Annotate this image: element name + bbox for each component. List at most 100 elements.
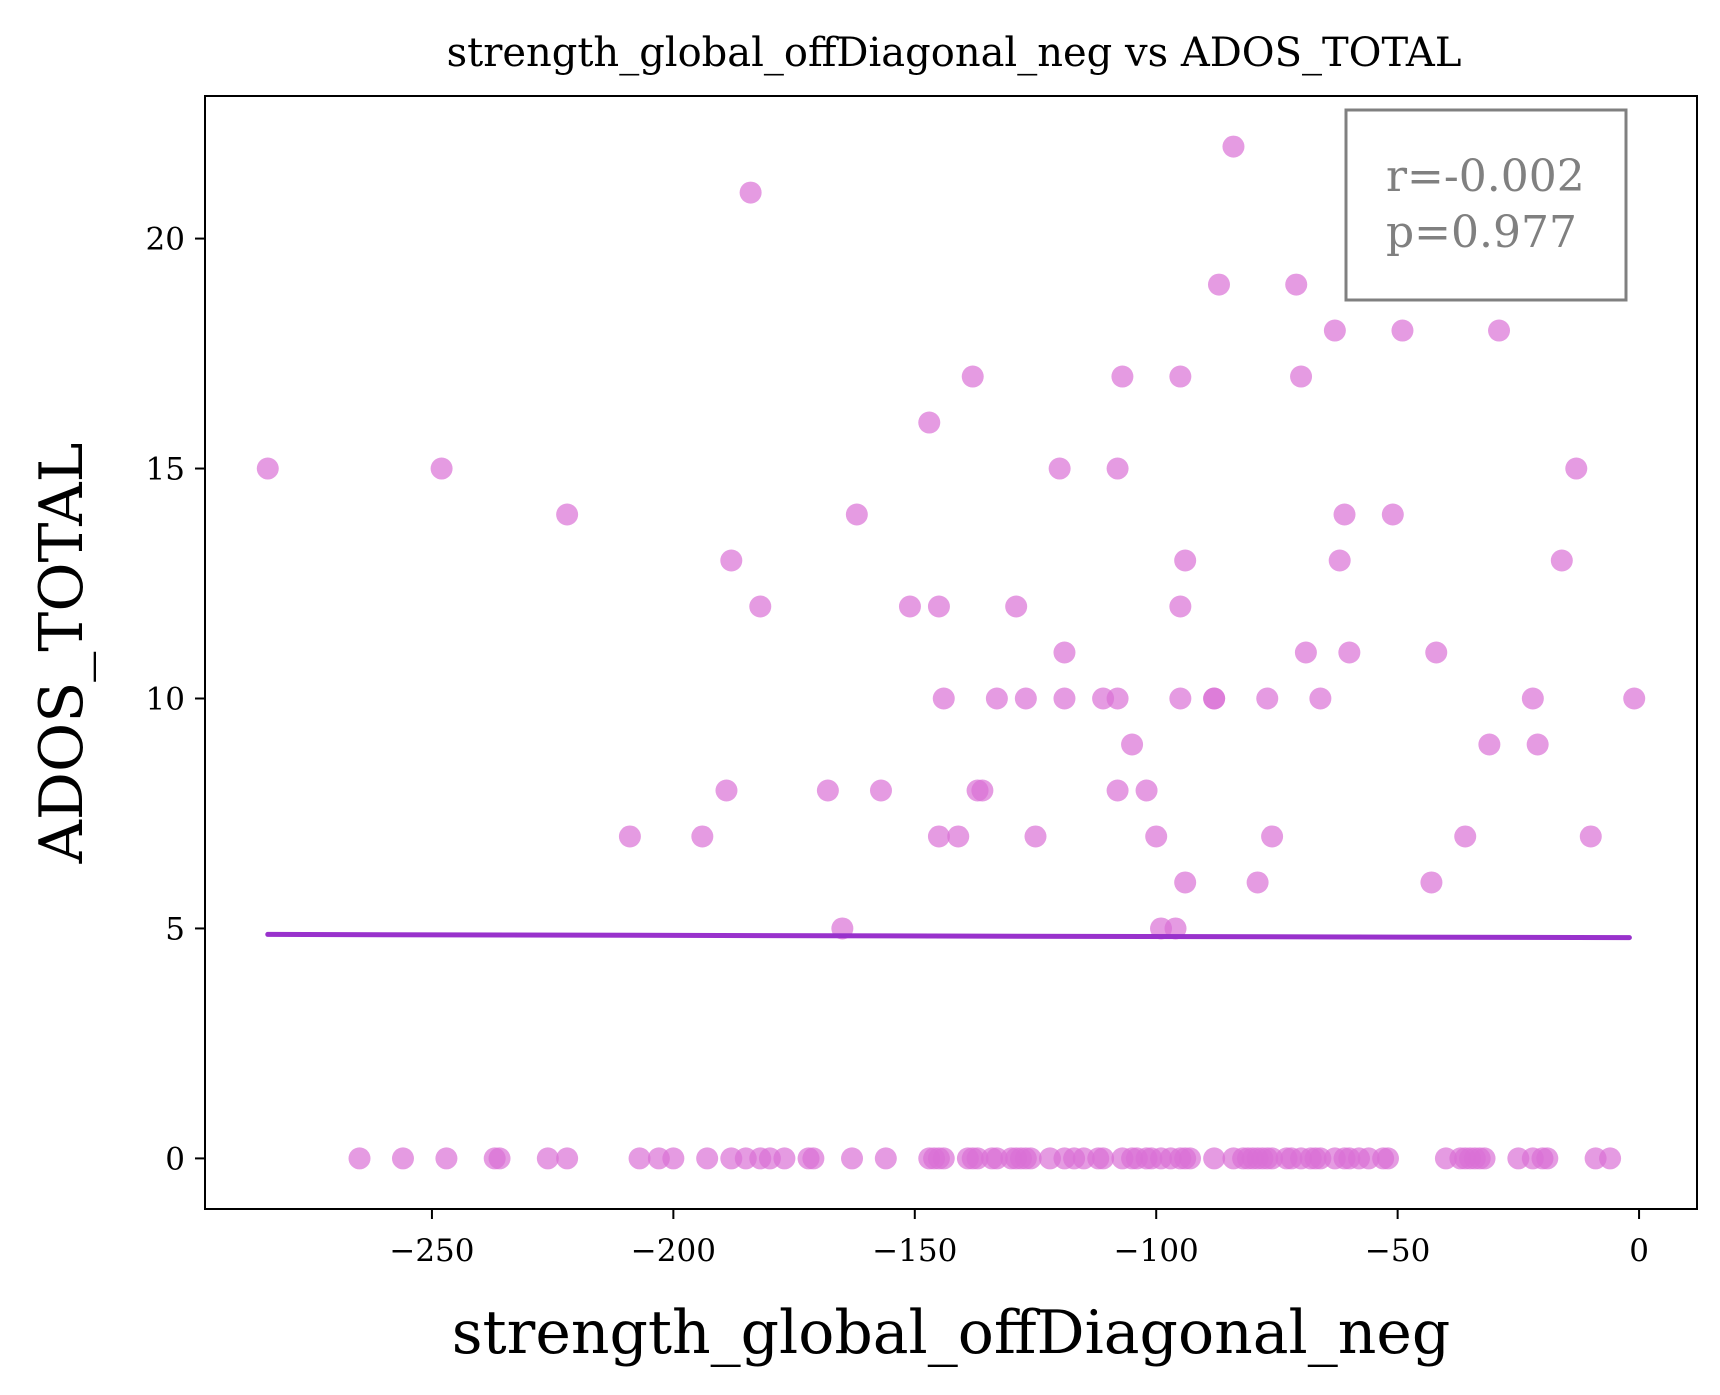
- data-point: [720, 549, 743, 572]
- data-point: [1565, 457, 1588, 480]
- data-point: [1019, 1147, 1042, 1170]
- y-tick-label: 5: [165, 911, 185, 947]
- data-point: [749, 595, 772, 618]
- y-tick-label: 0: [165, 1141, 185, 1177]
- data-point: [1207, 273, 1230, 296]
- data-point: [845, 503, 868, 526]
- data-point: [874, 1147, 897, 1170]
- data-point: [1169, 365, 1192, 388]
- annotation-box: [1344, 108, 1628, 302]
- chart-title: strength_global_offDiagonal_neg vs ADOS_…: [447, 30, 1462, 76]
- data-point: [1478, 733, 1501, 756]
- annotation-r-value: r=-0.002: [1386, 151, 1585, 202]
- x-tick-label: −150: [872, 1233, 957, 1269]
- data-point: [1381, 503, 1404, 526]
- data-point: [1024, 825, 1047, 848]
- data-point: [1053, 687, 1076, 710]
- x-tick-label: −200: [631, 1233, 716, 1269]
- data-point: [1290, 365, 1313, 388]
- data-point: [1111, 365, 1134, 388]
- data-point: [1174, 871, 1197, 894]
- data-point: [662, 1147, 685, 1170]
- x-tick-label: 0: [1629, 1233, 1649, 1269]
- x-tick-label: −50: [1365, 1233, 1430, 1269]
- data-point: [556, 1147, 579, 1170]
- data-point: [773, 1147, 796, 1170]
- data-point: [691, 825, 714, 848]
- data-point: [435, 1147, 458, 1170]
- data-point: [1391, 319, 1414, 342]
- x-axis-ticks: −250 −200 −150 −100 −50 0: [389, 1209, 1649, 1269]
- data-point: [1285, 273, 1308, 296]
- y-tick-label: 10: [146, 681, 185, 717]
- data-point: [536, 1147, 559, 1170]
- data-point: [1294, 641, 1317, 664]
- data-point: [739, 181, 762, 204]
- data-point: [1106, 457, 1129, 480]
- data-point: [918, 411, 941, 434]
- data-point: [696, 1147, 719, 1170]
- data-point: [1454, 825, 1477, 848]
- data-point: [1092, 1147, 1115, 1170]
- data-point: [488, 1147, 511, 1170]
- data-point: [1135, 779, 1158, 802]
- data-point: [1048, 457, 1071, 480]
- x-axis-label: strength_global_offDiagonal_neg: [452, 1298, 1451, 1368]
- data-point: [1014, 687, 1037, 710]
- data-point: [841, 1147, 864, 1170]
- x-tick-label: −250: [389, 1233, 474, 1269]
- data-point: [1005, 595, 1028, 618]
- data-point: [1169, 687, 1192, 710]
- data-point: [1579, 825, 1602, 848]
- data-point: [391, 1147, 414, 1170]
- data-point: [348, 1147, 371, 1170]
- data-point: [1328, 549, 1351, 572]
- data-point: [1323, 319, 1346, 342]
- data-point: [1053, 641, 1076, 664]
- data-point: [1488, 319, 1511, 342]
- data-point: [1222, 135, 1245, 158]
- data-point: [430, 457, 453, 480]
- data-point: [947, 825, 970, 848]
- data-point: [1333, 503, 1356, 526]
- data-point: [1106, 687, 1129, 710]
- data-point: [927, 595, 950, 618]
- fit-line: [265, 931, 1632, 941]
- x-tick-label: −100: [1114, 1233, 1199, 1269]
- data-point: [556, 503, 579, 526]
- data-point: [971, 779, 994, 802]
- data-point: [869, 779, 892, 802]
- data-point: [1203, 687, 1226, 710]
- points-layer: [256, 135, 1646, 1170]
- data-point: [961, 365, 984, 388]
- data-point: [1526, 733, 1549, 756]
- data-point: [802, 1147, 825, 1170]
- data-point: [1309, 687, 1332, 710]
- data-point: [1246, 871, 1269, 894]
- data-point: [1338, 641, 1361, 664]
- data-point: [1121, 733, 1144, 756]
- data-point: [715, 779, 738, 802]
- data-point: [1599, 1147, 1622, 1170]
- data-point: [816, 779, 839, 802]
- data-point: [1145, 825, 1168, 848]
- data-point: [1169, 595, 1192, 618]
- data-point: [1106, 779, 1129, 802]
- data-point: [1623, 687, 1646, 710]
- data-point: [927, 825, 950, 848]
- data-point: [1536, 1147, 1559, 1170]
- data-point: [256, 457, 279, 480]
- annotation-p-value: p=0.977: [1386, 207, 1577, 258]
- y-axis-label: ADOS_TOTAL: [27, 443, 97, 865]
- plot-frame: [204, 95, 1698, 1210]
- data-point: [1164, 917, 1187, 940]
- data-point: [1203, 1147, 1226, 1170]
- y-tick-label: 20: [146, 222, 185, 258]
- data-point: [1376, 1147, 1399, 1170]
- data-point: [1420, 871, 1443, 894]
- data-point: [1473, 1147, 1496, 1170]
- data-point: [1261, 825, 1284, 848]
- y-tick-label: 15: [146, 452, 185, 488]
- correlation-annotation: r=-0.002 p=0.977: [1344, 108, 1628, 302]
- data-point: [985, 687, 1008, 710]
